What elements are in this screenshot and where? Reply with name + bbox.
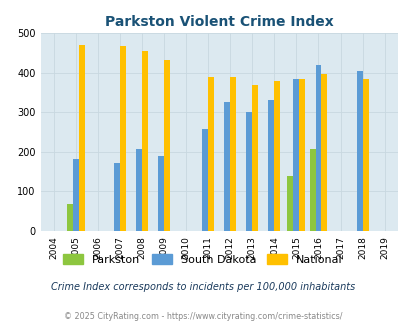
Bar	[274, 81, 279, 231]
Bar	[114, 163, 120, 231]
Text: Crime Index corresponds to incidents per 100,000 inhabitants: Crime Index corresponds to incidents per…	[51, 282, 354, 292]
Bar	[298, 79, 305, 231]
Bar	[268, 100, 274, 231]
Bar	[287, 176, 293, 231]
Bar	[120, 46, 126, 231]
Bar	[252, 85, 258, 231]
Bar	[321, 74, 326, 231]
Bar	[158, 156, 164, 231]
Bar	[356, 71, 362, 231]
Bar	[202, 129, 208, 231]
Bar	[362, 79, 368, 231]
Bar	[230, 77, 236, 231]
Legend: Parkston, South Dakota, National: Parkston, South Dakota, National	[59, 250, 346, 269]
Bar	[164, 60, 170, 231]
Bar	[142, 51, 148, 231]
Bar	[79, 45, 85, 231]
Bar	[315, 65, 321, 231]
Bar	[208, 77, 214, 231]
Bar	[246, 112, 252, 231]
Bar	[136, 149, 142, 231]
Bar	[73, 158, 79, 231]
Bar	[309, 149, 315, 231]
Bar	[67, 204, 73, 231]
Title: Parkston Violent Crime Index: Parkston Violent Crime Index	[104, 15, 333, 29]
Bar	[293, 79, 298, 231]
Text: © 2025 CityRating.com - https://www.cityrating.com/crime-statistics/: © 2025 CityRating.com - https://www.city…	[64, 312, 341, 321]
Bar	[224, 102, 230, 231]
